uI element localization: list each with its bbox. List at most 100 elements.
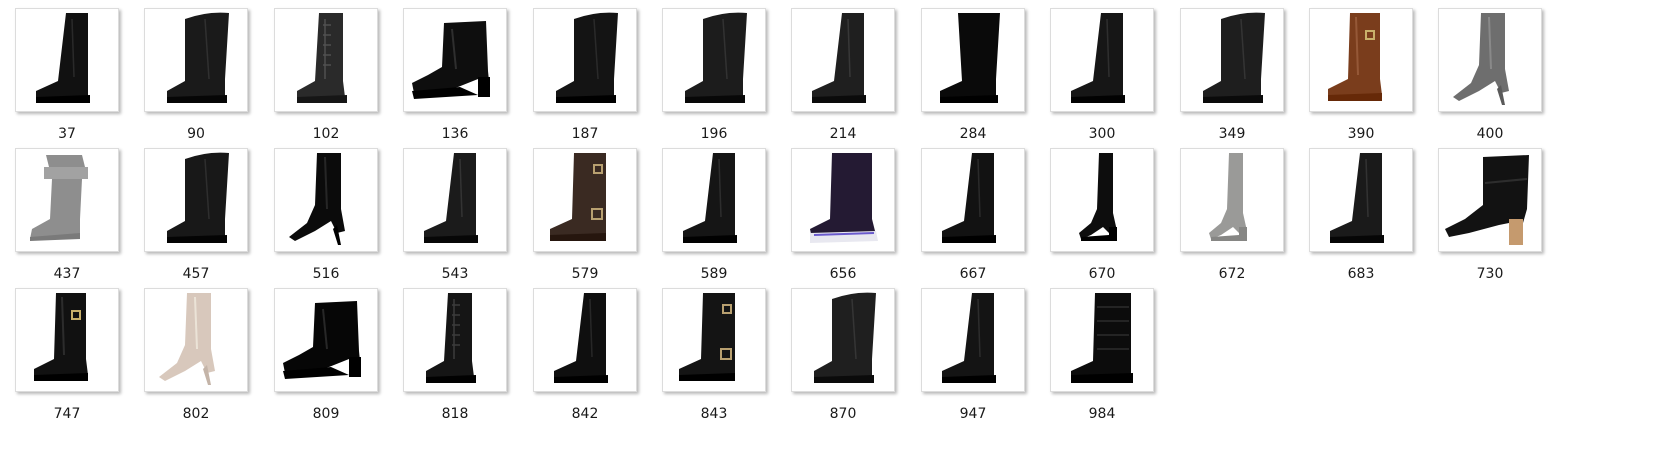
file-name: 349 <box>1218 126 1246 142</box>
lace-up-boot-icon[interactable] <box>274 8 378 112</box>
heeled-tall-boot-icon[interactable] <box>144 288 248 392</box>
file-tile[interactable]: 672 <box>1180 148 1284 282</box>
file-name: 196 <box>700 126 728 142</box>
lace-up-boot-icon[interactable] <box>403 288 507 392</box>
file-name: 437 <box>53 266 81 282</box>
file-name: 802 <box>182 406 210 422</box>
file-tile[interactable]: 842 <box>533 288 637 422</box>
file-tile[interactable]: 667 <box>921 148 1025 282</box>
tall-boot-icon[interactable] <box>921 148 1025 252</box>
file-tile[interactable]: 214 <box>791 8 895 142</box>
file-name: 870 <box>829 406 857 422</box>
file-name: 589 <box>700 266 728 282</box>
wide-calf-boot-icon[interactable] <box>533 8 637 112</box>
quilted-boot-icon[interactable] <box>1050 288 1154 392</box>
file-name: 400 <box>1476 126 1504 142</box>
file-name: 656 <box>829 266 857 282</box>
file-name: 187 <box>571 126 599 142</box>
file-name: 214 <box>829 126 857 142</box>
file-tile[interactable]: 747 <box>15 288 119 422</box>
file-name: 516 <box>312 266 340 282</box>
file-tile[interactable]: 543 <box>403 148 507 282</box>
heeled-tall-boot-icon[interactable] <box>274 148 378 252</box>
file-tile[interactable]: 349 <box>1180 8 1284 142</box>
file-name: 730 <box>1476 266 1504 282</box>
tall-boot-icon[interactable] <box>921 288 1025 392</box>
patent-ankle-boot-icon[interactable] <box>274 288 378 392</box>
file-name: 670 <box>1088 266 1116 282</box>
riding-boot-icon[interactable] <box>1309 8 1413 112</box>
wide-calf-boot-icon[interactable] <box>662 8 766 112</box>
file-tile[interactable]: 947 <box>921 288 1025 422</box>
file-tile[interactable]: 90 <box>144 8 248 142</box>
file-name: 102 <box>312 126 340 142</box>
file-tile[interactable]: 400 <box>1438 8 1542 142</box>
file-name: 947 <box>959 406 987 422</box>
file-tile[interactable]: 818 <box>403 288 507 422</box>
tall-boot-icon[interactable] <box>533 288 637 392</box>
wide-calf-boot-icon[interactable] <box>144 8 248 112</box>
file-tile[interactable]: 656 <box>791 148 895 282</box>
file-name: 683 <box>1347 266 1375 282</box>
buckle-boot-icon[interactable] <box>662 288 766 392</box>
file-tile[interactable]: 589 <box>662 148 766 282</box>
slouch-boot-icon[interactable] <box>15 148 119 252</box>
file-name: 672 <box>1218 266 1246 282</box>
buckle-boot-icon[interactable] <box>533 148 637 252</box>
file-name: 747 <box>53 406 81 422</box>
file-name: 818 <box>441 406 469 422</box>
file-tile[interactable]: 136 <box>403 8 507 142</box>
file-name: 136 <box>441 126 469 142</box>
file-tile[interactable]: 437 <box>15 148 119 282</box>
file-tile[interactable]: 300 <box>1050 8 1154 142</box>
file-tile[interactable]: 984 <box>1050 288 1154 422</box>
file-tile[interactable]: 683 <box>1309 148 1413 282</box>
sneaker-boot-icon[interactable] <box>791 148 895 252</box>
file-tile[interactable]: 187 <box>533 8 637 142</box>
over-knee-boot-icon[interactable] <box>1050 148 1154 252</box>
wide-calf-boot-icon[interactable] <box>791 288 895 392</box>
file-name: 90 <box>187 126 205 142</box>
file-tile[interactable]: 843 <box>662 288 766 422</box>
file-name: 809 <box>312 406 340 422</box>
file-tile[interactable]: 284 <box>921 8 1025 142</box>
file-name: 284 <box>959 126 987 142</box>
riding-boot-icon[interactable] <box>15 288 119 392</box>
file-tile[interactable]: 802 <box>144 288 248 422</box>
wide-calf-boot-icon[interactable] <box>144 148 248 252</box>
file-tile[interactable]: 196 <box>662 8 766 142</box>
file-tile[interactable]: 670 <box>1050 148 1154 282</box>
file-tile[interactable]: 870 <box>791 288 895 422</box>
tall-boot-icon[interactable] <box>1050 8 1154 112</box>
tall-boot-icon[interactable] <box>791 8 895 112</box>
file-name: 390 <box>1347 126 1375 142</box>
tall-boot-icon[interactable] <box>15 8 119 112</box>
file-tile[interactable]: 809 <box>274 288 378 422</box>
file-name: 37 <box>58 126 76 142</box>
file-tile[interactable]: 102 <box>274 8 378 142</box>
file-tile[interactable]: 730 <box>1438 148 1542 282</box>
tall-boot-icon[interactable] <box>403 148 507 252</box>
file-name: 457 <box>182 266 210 282</box>
file-tile[interactable]: 390 <box>1309 8 1413 142</box>
suede-boot-icon[interactable] <box>921 8 1025 112</box>
file-tile[interactable]: 579 <box>533 148 637 282</box>
file-name: 543 <box>441 266 469 282</box>
file-name: 667 <box>959 266 987 282</box>
file-tile[interactable]: 516 <box>274 148 378 282</box>
file-name: 842 <box>571 406 599 422</box>
tall-boot-icon[interactable] <box>662 148 766 252</box>
file-name: 579 <box>571 266 599 282</box>
wide-calf-boot-icon[interactable] <box>1180 8 1284 112</box>
over-knee-boot-icon[interactable] <box>1180 148 1284 252</box>
heeled-tall-boot-icon[interactable] <box>1438 8 1542 112</box>
file-name: 843 <box>700 406 728 422</box>
file-name: 984 <box>1088 406 1116 422</box>
tall-boot-icon[interactable] <box>1309 148 1413 252</box>
file-name: 300 <box>1088 126 1116 142</box>
file-tile[interactable]: 457 <box>144 148 248 282</box>
file-tile[interactable]: 37 <box>15 8 119 142</box>
heeled-ankle-boot-icon[interactable] <box>403 8 507 112</box>
block-heel-bootie-icon[interactable] <box>1438 148 1542 252</box>
